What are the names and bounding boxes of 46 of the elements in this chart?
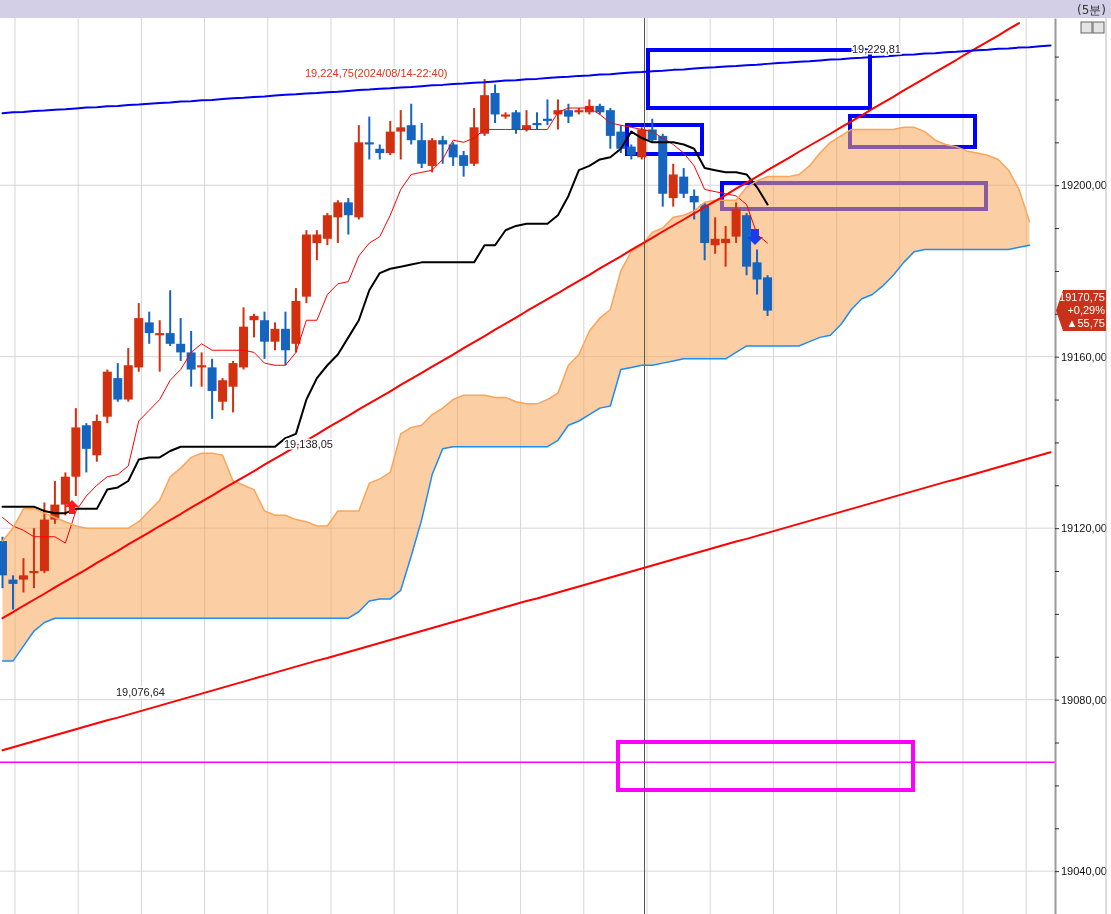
line-series bbox=[1, 244, 1031, 662]
candlestick bbox=[522, 109, 531, 133]
candlestick bbox=[490, 83, 500, 125]
candlestick bbox=[563, 102, 573, 125]
candlestick bbox=[417, 122, 427, 170]
y-tick-label: 19080,00 bbox=[1061, 693, 1107, 706]
candlestick bbox=[81, 422, 91, 474]
candlestick bbox=[8, 574, 18, 611]
annotation: 19,224,75(2024/08/14-22:40) bbox=[305, 67, 448, 79]
candlestick bbox=[280, 310, 290, 367]
y-tick-label: 19040,00 bbox=[1061, 865, 1107, 878]
candlestick bbox=[689, 188, 699, 221]
line-series bbox=[1, 451, 1052, 752]
text: (5분) bbox=[1077, 3, 1106, 17]
candlestick bbox=[396, 109, 406, 161]
candlestick bbox=[511, 109, 521, 135]
candlestick bbox=[29, 527, 39, 590]
candlestick bbox=[364, 115, 374, 161]
candlestick bbox=[113, 362, 123, 403]
line-series bbox=[1, 44, 1052, 115]
candlestick bbox=[197, 351, 207, 388]
candlestick bbox=[176, 317, 186, 362]
candlestick bbox=[218, 377, 228, 412]
candlestick bbox=[260, 310, 269, 360]
candlestick bbox=[18, 557, 28, 594]
candlestick bbox=[155, 319, 165, 373]
candlestick bbox=[249, 312, 259, 339]
annotation: 19,076,64 bbox=[116, 686, 165, 699]
candlestick bbox=[207, 357, 217, 420]
price-tag: 19170,75 +0,29% ▲55,75 bbox=[1056, 290, 1106, 332]
annotation: 19,229,81 bbox=[852, 43, 901, 56]
candlestick bbox=[270, 321, 280, 352]
candlestick bbox=[343, 197, 353, 236]
y-tick-label: 19200,00 bbox=[1061, 179, 1107, 192]
candlestick bbox=[542, 98, 552, 127]
candlestick bbox=[406, 102, 416, 146]
candlestick bbox=[438, 134, 448, 165]
candlestick bbox=[668, 162, 678, 208]
candlestick bbox=[679, 167, 689, 200]
candlestick bbox=[165, 289, 175, 347]
candlestick bbox=[144, 310, 154, 345]
candlestick bbox=[186, 329, 196, 388]
candlestick bbox=[385, 119, 395, 157]
y-tick-label: 19120,00 bbox=[1061, 522, 1107, 535]
y-tick-label: 19160,00 bbox=[1061, 350, 1107, 363]
line-series bbox=[1, 22, 1021, 620]
